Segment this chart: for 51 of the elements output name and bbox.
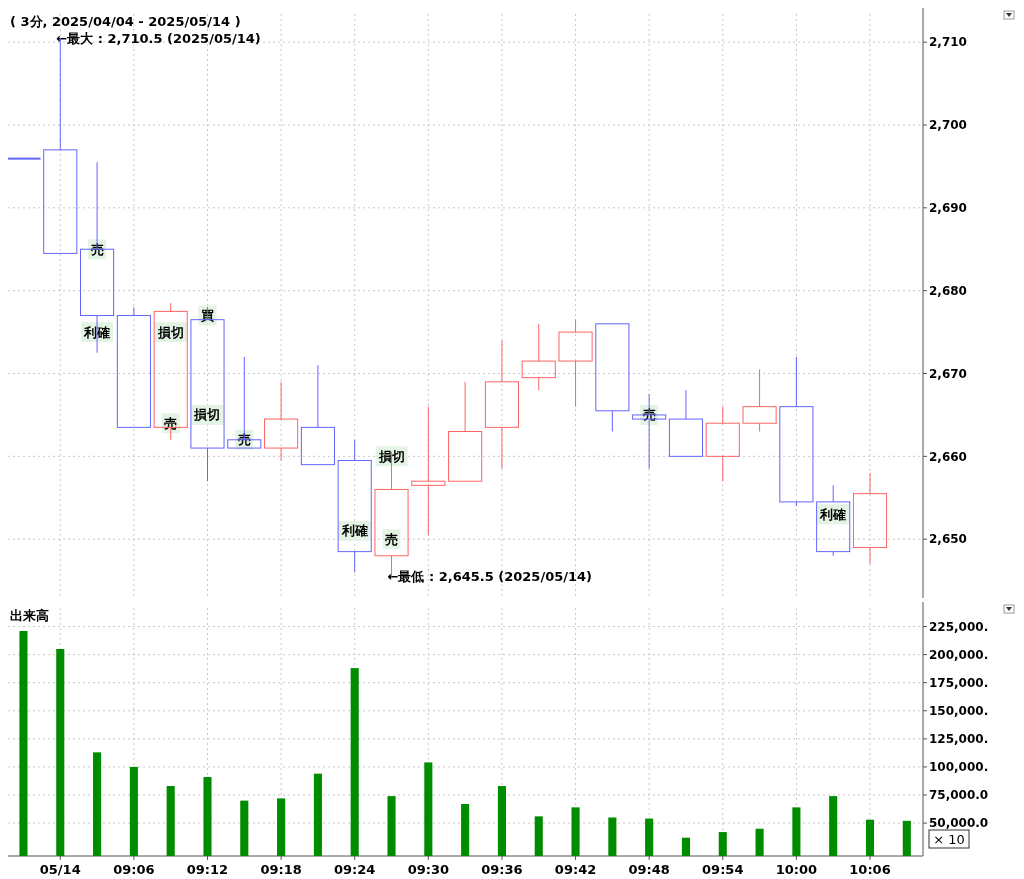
y-tick-label: 75,000.0: [929, 788, 989, 803]
annotation: ←最大 : 2,710.5 (2025/05/14): [56, 30, 261, 46]
annotation: 損切: [193, 407, 221, 423]
candlestick: [521, 323, 556, 391]
annotation: 売: [164, 415, 178, 431]
x-tick-label: 10:06: [849, 862, 891, 877]
candlestick: [484, 339, 519, 470]
y-tick-label: 2,690: [929, 201, 967, 216]
annotation: 利確: [83, 324, 111, 340]
annotation: ←最低 : 2,645.5 (2025/05/14): [387, 569, 593, 585]
x-tick-label: 10:00: [775, 862, 818, 877]
x-tick-label: 09:36: [481, 862, 523, 877]
annotation: 利確: [819, 506, 847, 522]
candlestick: [264, 381, 299, 461]
annotation: 売: [237, 432, 251, 448]
y-tick-label: 225,000.: [929, 619, 989, 634]
candlestick: [558, 319, 593, 408]
x-tick-label: 09:12: [186, 862, 229, 877]
chart-title: ( 3分, 2025/04/04 - 2025/05/14 ): [10, 14, 241, 29]
y-tick-label: 150,000.: [929, 703, 989, 718]
y-tick-label: 2,700: [929, 118, 967, 133]
text: × 10: [933, 831, 965, 847]
chart-title: 出来高: [10, 608, 49, 623]
x-tick-label: 09:54: [702, 862, 744, 877]
y-tick-label: 100,000.: [929, 760, 989, 775]
x-tick-label: 09:06: [113, 862, 155, 877]
y-tick-label: 2,670: [929, 366, 967, 381]
candlestick: [411, 406, 446, 536]
y-tick-label: 175,000.: [929, 675, 989, 690]
y-tick-label: 200,000.: [929, 647, 989, 662]
annotation: 売: [385, 531, 399, 547]
x-tick-label: 09:30: [407, 862, 450, 877]
y-tick-label: 50,000.0: [929, 816, 989, 831]
x-tick-label: 09:24: [334, 862, 376, 877]
candlestick: [8, 157, 41, 160]
candlestick: [632, 393, 667, 470]
y-tick-label: 2,680: [929, 283, 967, 298]
y-tick-label: 2,710: [929, 35, 967, 50]
x-tick-label: 09:42: [554, 862, 597, 877]
x-tick-label: 09:18: [260, 862, 302, 877]
annotation: 利確: [340, 523, 368, 539]
candlestick: [705, 406, 740, 482]
annotation: 売: [90, 241, 104, 257]
y-tick-label: 2,650: [929, 532, 967, 547]
x-tick-label: 09:48: [628, 862, 670, 877]
candlestick: [852, 472, 888, 565]
annotation: 損切: [156, 324, 184, 340]
y-tick-label: 125,000.: [929, 732, 989, 747]
y-tick-label: 2,660: [929, 449, 967, 464]
x-tick-label: 05/14: [39, 862, 81, 877]
annotation: 売: [642, 407, 656, 423]
